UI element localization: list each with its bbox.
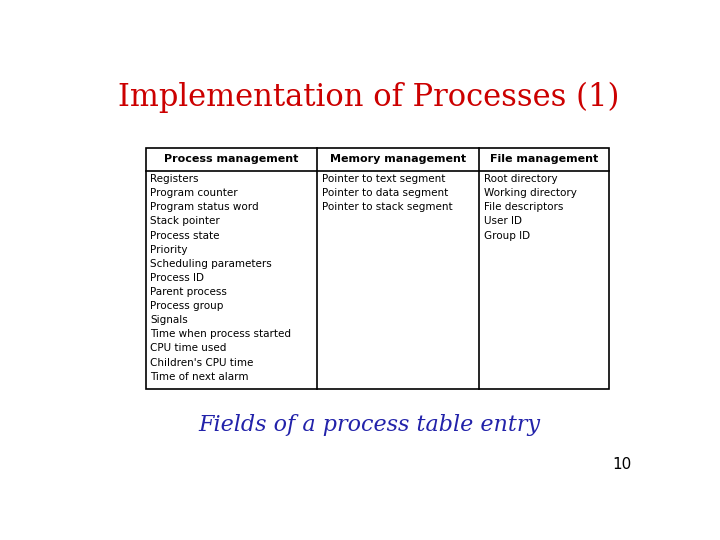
Text: Time of next alarm: Time of next alarm: [150, 372, 249, 382]
Text: Process management: Process management: [164, 154, 299, 164]
Text: Working directory: Working directory: [484, 188, 577, 198]
Text: Process group: Process group: [150, 301, 224, 311]
Text: Stack pointer: Stack pointer: [150, 217, 220, 226]
FancyBboxPatch shape: [145, 148, 609, 389]
Text: Process ID: Process ID: [150, 273, 204, 283]
Text: Group ID: Group ID: [484, 231, 530, 241]
Text: Signals: Signals: [150, 315, 188, 325]
Text: Priority: Priority: [150, 245, 188, 255]
Text: Time when process started: Time when process started: [150, 329, 292, 339]
Text: Pointer to data segment: Pointer to data segment: [322, 188, 448, 198]
Text: Children's CPU time: Children's CPU time: [150, 357, 253, 368]
Text: Pointer to stack segment: Pointer to stack segment: [322, 202, 452, 212]
Text: Process state: Process state: [150, 231, 220, 241]
Text: Program counter: Program counter: [150, 188, 238, 198]
Text: Root directory: Root directory: [484, 174, 557, 184]
Text: File descriptors: File descriptors: [484, 202, 563, 212]
Text: 10: 10: [612, 457, 631, 472]
Text: File management: File management: [490, 154, 598, 164]
Text: User ID: User ID: [484, 217, 522, 226]
Text: Scheduling parameters: Scheduling parameters: [150, 259, 272, 269]
Text: Pointer to text segment: Pointer to text segment: [322, 174, 445, 184]
Text: Fields of a process table entry: Fields of a process table entry: [198, 414, 540, 436]
Text: Program status word: Program status word: [150, 202, 259, 212]
Text: Memory management: Memory management: [330, 154, 467, 164]
Text: Implementation of Processes (1): Implementation of Processes (1): [118, 82, 620, 113]
Text: CPU time used: CPU time used: [150, 343, 227, 354]
Text: Registers: Registers: [150, 174, 199, 184]
Text: Parent process: Parent process: [150, 287, 227, 297]
